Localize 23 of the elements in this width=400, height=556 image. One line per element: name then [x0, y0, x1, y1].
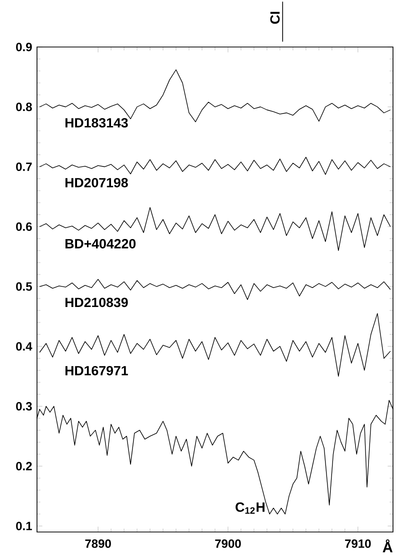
series-label: HD167971	[65, 366, 128, 376]
series-label: HD207198	[65, 178, 128, 188]
x-tick-label: 7910	[345, 539, 371, 548]
series-label: BD+404220	[65, 239, 136, 248]
x-tick-label: 7900	[215, 539, 241, 548]
y-tick-label: 0.2	[16, 462, 32, 470]
line-series	[39, 207, 391, 251]
series-label: HD210839	[65, 298, 128, 308]
y-tick-label: 0.4	[16, 342, 32, 351]
text: CI	[270, 12, 280, 24]
y-tick-label: 0.8	[16, 102, 32, 112]
y-tick-label: 0.3	[16, 402, 32, 411]
y-tick-label: 0.9	[16, 42, 32, 52]
line-series	[39, 313, 391, 377]
y-tick-label: 0.5	[16, 282, 32, 291]
x-axis-title: Å	[382, 539, 393, 552]
y-tick-label: 0.6	[16, 222, 32, 231]
line-series	[39, 156, 391, 175]
series-label: HD183143	[65, 118, 128, 128]
y-tick-label: 0.1	[16, 522, 32, 530]
x-tick-label: 7890	[85, 539, 111, 548]
y-tick-label: 0.7	[16, 162, 32, 172]
annotation: C$_{12}$H	[236, 502, 264, 514]
